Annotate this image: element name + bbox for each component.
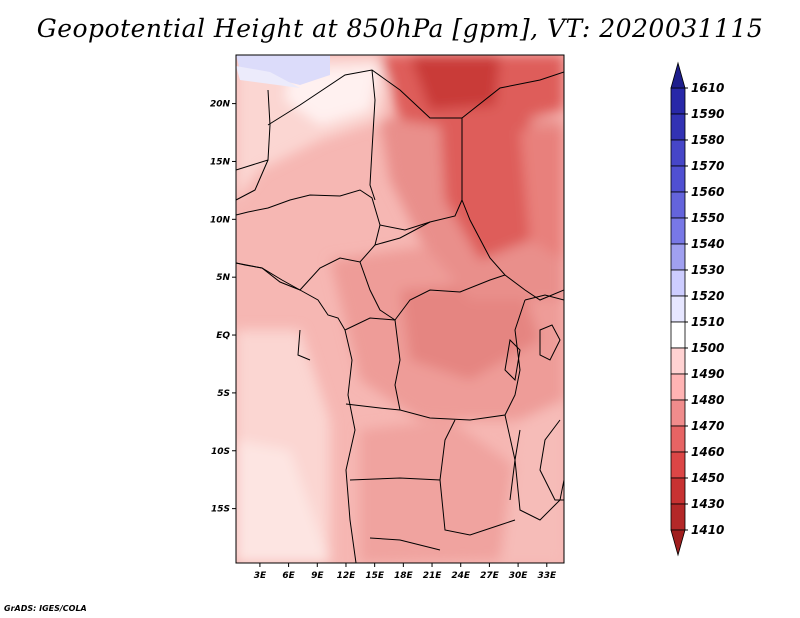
longitude-axis: 3E 6E 9E 12E 15E 18E 21E 24E 27E 30E 33E	[254, 563, 557, 581]
colorbar-swatch	[670, 451, 686, 479]
lon-label: 9E	[311, 571, 324, 581]
colorbar-label: 1490	[691, 367, 724, 381]
field-sw-light	[236, 440, 330, 563]
colorbar-label: 1460	[691, 445, 724, 459]
lon-label: 3E	[254, 571, 267, 581]
colorbar-swatch	[670, 503, 686, 531]
colorbar-bottom-arrow	[670, 529, 686, 557]
colorbar-swatch	[670, 243, 686, 271]
lat-label: 5N	[216, 273, 230, 283]
lon-label: 33E	[537, 571, 557, 581]
map-frame	[235, 54, 565, 564]
height-field	[236, 55, 564, 563]
colorbar-label: 1610	[691, 81, 724, 95]
field-ethiopia	[520, 130, 564, 260]
colorbar-label: 1570	[691, 159, 724, 173]
lat-label: 10N	[210, 215, 231, 225]
colorbar-label: 1590	[691, 107, 724, 121]
colorbar-label: 1430	[691, 497, 724, 511]
colorbar-swatch	[670, 165, 686, 193]
colorbar-swatch	[670, 477, 686, 505]
lat-label: EQ	[216, 331, 230, 341]
boundaries	[236, 69, 564, 563]
lon-label: 15E	[365, 571, 385, 581]
latitude-axis: 20N 15N 10N 5N EQ 5S 10S 15S	[210, 100, 236, 515]
lon-label: 12E	[337, 571, 357, 581]
colorbar-label: 1540	[691, 237, 724, 251]
lon-label: 30E	[509, 571, 529, 581]
lat-label: 5S	[217, 389, 230, 399]
colorbar-label: 1510	[691, 315, 724, 329]
colorbar-swatch	[670, 87, 686, 115]
lon-label: 6E	[282, 571, 295, 581]
colorbar-swatch	[670, 269, 686, 297]
lon-label: 24E	[451, 571, 471, 581]
lon-label: 18E	[394, 571, 414, 581]
lon-label: 27E	[480, 571, 500, 581]
colorbar-swatch	[670, 373, 686, 401]
field-congo	[400, 280, 540, 380]
colorbar-swatch	[670, 295, 686, 323]
colorbar-label: 1580	[691, 133, 724, 147]
lat-label: 15N	[210, 157, 231, 167]
lat-label: 10S	[211, 447, 230, 457]
lon-label: 21E	[423, 571, 443, 581]
colorbar-label: 1500	[691, 341, 724, 355]
colorbar-label: 1520	[691, 289, 724, 303]
field-blue-patch	[236, 55, 330, 85]
colorbar-swatch	[670, 425, 686, 453]
colorbar-label: 1480	[691, 393, 724, 407]
grads-credit: GrADS: IGES/COLA	[4, 604, 87, 613]
colorbar-label: 1410	[691, 523, 724, 537]
colorbar-label: 1450	[691, 471, 724, 485]
lat-label: 15S	[211, 505, 230, 515]
field-south	[360, 420, 520, 563]
colorbar-swatch	[670, 113, 686, 141]
map-title: Geopotential Height at 850hPa [gpm], VT:…	[36, 14, 764, 43]
field-se	[500, 400, 564, 563]
colorbar-swatch	[670, 217, 686, 245]
colorbar-label: 1550	[691, 211, 724, 225]
field-pale-patch	[236, 66, 300, 88]
colorbar-swatch	[670, 191, 686, 219]
colorbar: 1610 1590 1580 1570 1560 1550 1540 1530 1520 1510…	[670, 61, 724, 557]
field-north-dark	[410, 55, 500, 110]
lat-label: 20N	[210, 100, 231, 110]
colorbar-label: 1470	[691, 419, 724, 433]
colorbar-swatch	[670, 399, 686, 427]
colorbar-label: 1560	[691, 185, 724, 199]
colorbar-label: 1530	[691, 263, 724, 277]
colorbar-swatch	[670, 321, 686, 349]
colorbar-swatch	[670, 139, 686, 167]
colorbar-top-arrow	[670, 61, 686, 89]
colorbar-swatch	[670, 347, 686, 375]
